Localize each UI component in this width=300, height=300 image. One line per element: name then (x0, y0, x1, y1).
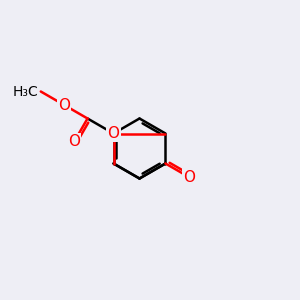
Text: O: O (68, 134, 80, 149)
Text: H₃C: H₃C (13, 85, 38, 98)
Text: O: O (183, 169, 195, 184)
Text: O: O (107, 126, 119, 141)
Text: O: O (58, 98, 70, 112)
